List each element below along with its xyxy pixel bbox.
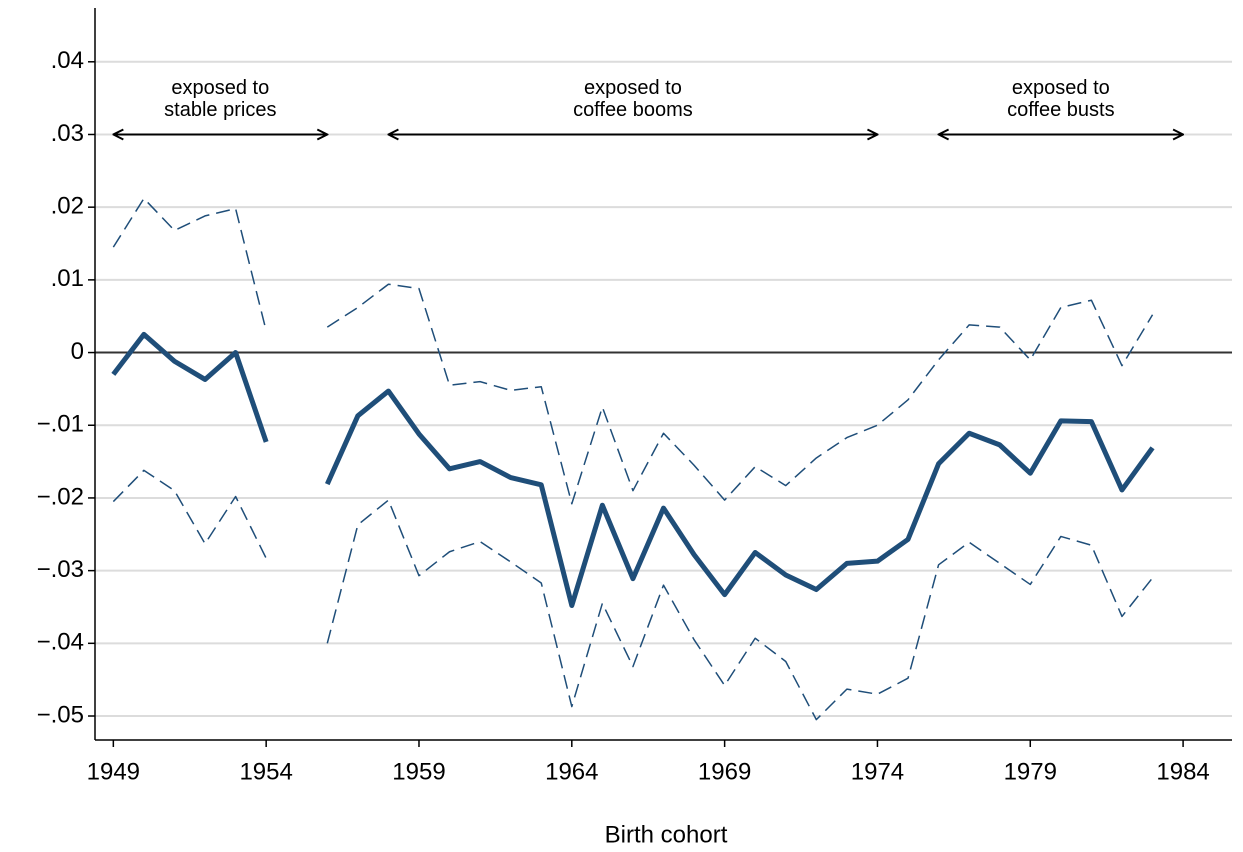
y-tick-label: −.03: [37, 556, 84, 583]
y-tick-label: .02: [51, 193, 84, 220]
grid: [95, 60, 1232, 718]
series-line: [111, 331, 1155, 609]
y-tick-label: −.01: [37, 411, 84, 438]
y-tick-label: −.02: [37, 483, 84, 510]
series-line: [112, 197, 1154, 505]
x-tick-label: 1959: [392, 758, 445, 785]
series-line: [112, 469, 1154, 721]
x-tick-label: 1964: [545, 758, 598, 785]
annotation-text: exposed to: [1012, 77, 1110, 99]
annotation-text: coffee busts: [1007, 99, 1114, 121]
annotation-text: exposed to: [171, 77, 269, 99]
y-tick-label: .03: [51, 120, 84, 147]
x-tick-label: 1954: [239, 758, 292, 785]
x-tick-label: 1969: [698, 758, 751, 785]
plot-area: [111, 197, 1155, 721]
x-tick-label: 1984: [1156, 758, 1209, 785]
y-tick-label: 0: [71, 338, 84, 365]
x-tick-label: 1979: [1004, 758, 1057, 785]
annotation-text: coffee booms: [573, 99, 693, 121]
x-axis-label: Birth cohort: [605, 821, 728, 848]
x-tick-label: 1949: [87, 758, 140, 785]
y-tick-label: −.04: [37, 629, 84, 656]
y-tick-label: −.05: [37, 701, 84, 728]
y-tick-label: .01: [51, 265, 84, 292]
annotation-text: stable prices: [164, 99, 276, 121]
x-tick-label: 1974: [851, 758, 904, 785]
annotation-text: exposed to: [584, 77, 682, 99]
y-tick-label: .04: [51, 47, 84, 74]
